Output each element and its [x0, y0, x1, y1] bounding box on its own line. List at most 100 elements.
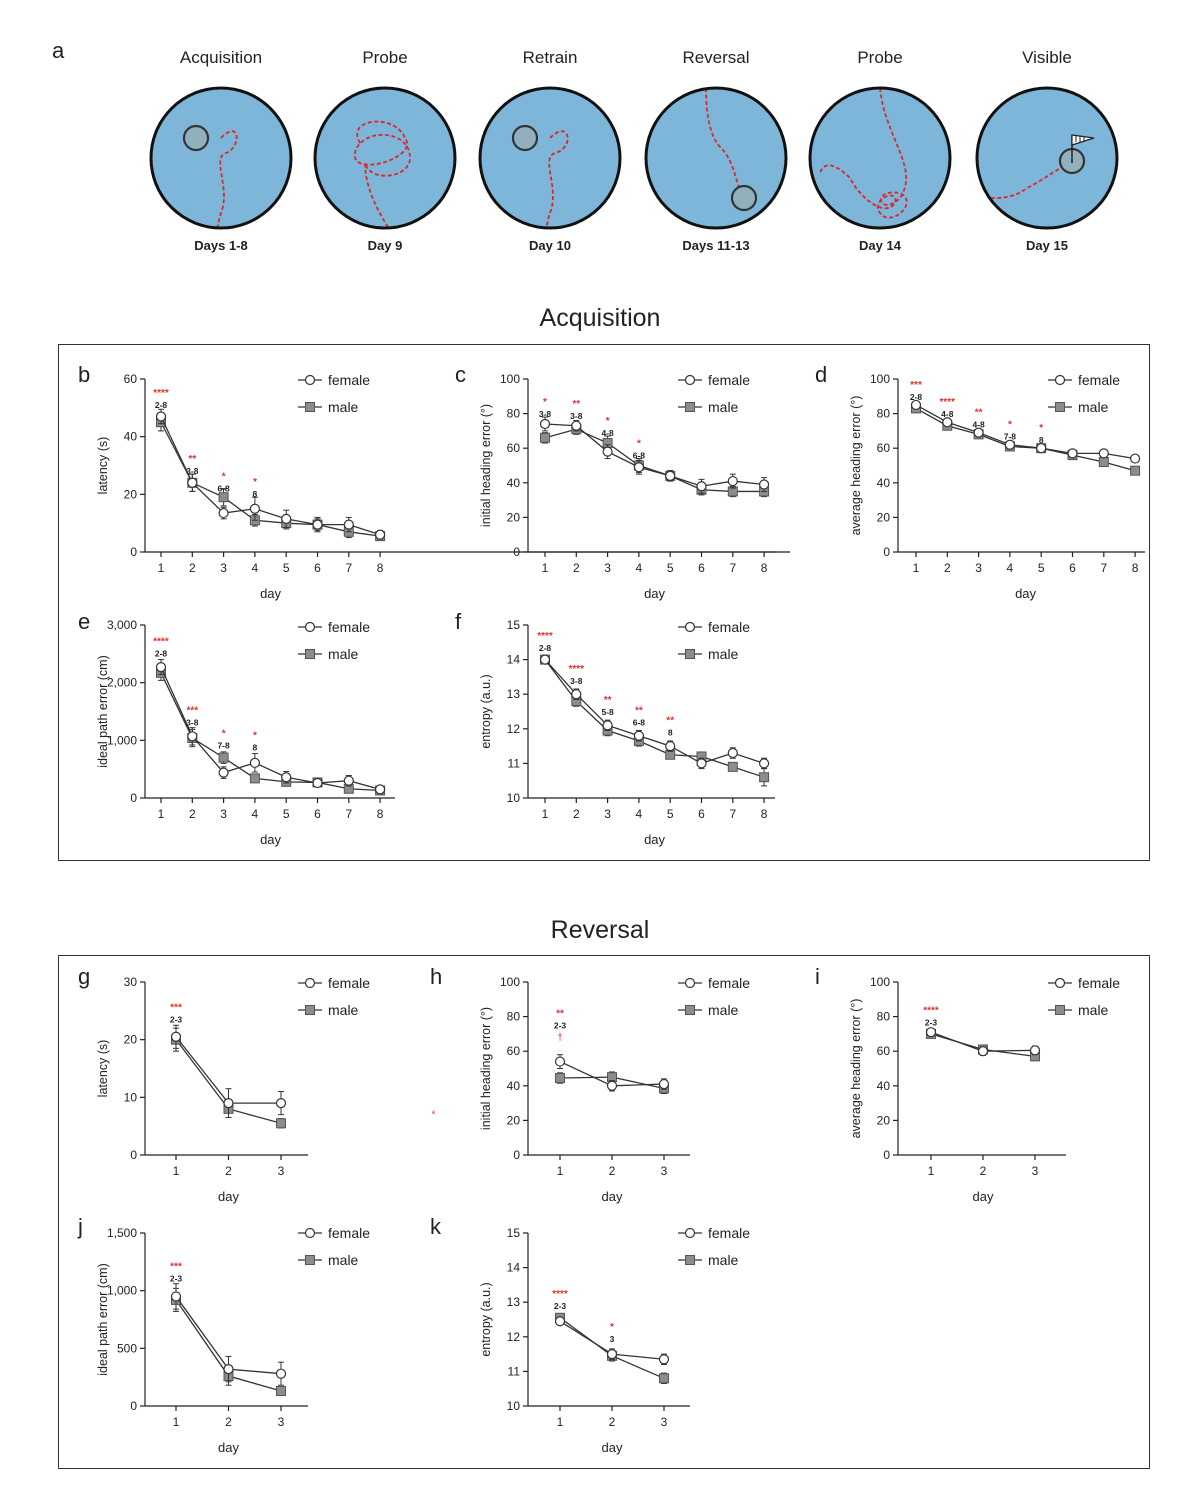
y-tick-label: 20 [124, 1033, 138, 1047]
panel-letter-i: i [815, 964, 820, 989]
x-tick-label: 1 [557, 1164, 564, 1178]
y-tick-label: 80 [507, 407, 521, 421]
significance-mark: **** [552, 1289, 568, 1300]
legend-marker-male [685, 1255, 695, 1265]
data-point-female [170, 1291, 182, 1302]
significance-mark: * [253, 731, 257, 742]
maze-pool-5 [808, 86, 952, 230]
data-point-female [571, 420, 582, 431]
series-line-male [160, 672, 381, 792]
y-tick-label: 60 [877, 441, 891, 455]
x-tick-label: 2 [225, 1164, 232, 1178]
x-axis-label: day [602, 1440, 623, 1455]
y-tick-label: 60 [877, 1044, 891, 1058]
y-tick-label: 30 [124, 975, 138, 989]
significance-mark: * [253, 477, 257, 488]
y-tick-label: 60 [124, 372, 138, 386]
range-label: 3-8 [539, 409, 552, 419]
x-tick-label: 5 [283, 561, 290, 575]
x-axis-label: day [218, 1189, 239, 1204]
legend-label-male: male [708, 399, 739, 415]
range-label: 7-8 [217, 740, 230, 750]
y-tick-label: 1,000 [107, 733, 137, 747]
x-axis-label: day [218, 1440, 239, 1455]
x-axis-label: day [602, 1189, 623, 1204]
legend-marker-female [304, 1227, 316, 1239]
data-point-male [727, 761, 738, 772]
x-tick-label: 6 [314, 561, 321, 575]
x-tick-label: 8 [761, 561, 768, 575]
y-tick-label: 13 [507, 1295, 521, 1309]
x-tick-label: 4 [636, 561, 643, 575]
legend-marker-male [305, 1005, 315, 1015]
range-label: 3-8 [570, 676, 583, 686]
acquisition-frame [58, 344, 1150, 861]
data-point-female [758, 758, 770, 769]
data-point-female [539, 418, 551, 430]
y-tick-label: 11 [508, 1364, 521, 1378]
range-label: 4-8 [972, 419, 985, 429]
data-point-female [343, 519, 354, 530]
data-point-female [155, 661, 167, 673]
section-title-reversal: Reversal [550, 916, 650, 944]
data-point-female [343, 775, 354, 786]
legend-label-female: female [1078, 975, 1120, 991]
x-tick-label: 2 [573, 561, 580, 575]
significance-mark: ** [975, 407, 983, 418]
x-tick-label: 2 [189, 561, 196, 575]
legend-label-female: female [708, 1225, 750, 1241]
y-axis-label: ideal path error (cm) [96, 655, 110, 768]
data-point-female [249, 757, 260, 768]
x-tick-label: 2 [225, 1415, 232, 1429]
data-point-female [554, 1316, 566, 1327]
data-point-female [910, 399, 922, 411]
maze-title-2: Probe [362, 48, 408, 67]
legend-marker-female [684, 621, 696, 633]
y-tick-label: 60 [507, 441, 521, 455]
data-point-male [555, 1073, 565, 1084]
x-tick-label: 4 [252, 807, 259, 821]
x-tick-label: 6 [314, 807, 321, 821]
flag-icon [1071, 134, 1095, 146]
significance-mark: * [543, 397, 547, 408]
x-axis-label: day [644, 832, 665, 847]
x-tick-label: 7 [729, 807, 736, 821]
series-line-male [544, 428, 765, 493]
y-axis-label: ideal path error (cm) [96, 1263, 110, 1376]
data-point-male [1130, 465, 1141, 476]
swim-path [705, 88, 745, 199]
range-label: 4-8 [941, 409, 954, 419]
series-line-female [544, 659, 765, 765]
maze-day-1: Days 1-8 [194, 238, 248, 253]
pool-circle [977, 88, 1117, 228]
y-tick-label: 10 [507, 1399, 521, 1413]
range-label: 3-8 [186, 717, 199, 727]
y-tick-label: 100 [500, 372, 520, 386]
x-tick-label: 1 [173, 1164, 180, 1178]
data-point-female [727, 747, 738, 759]
range-label: 8 [253, 743, 258, 753]
swim-path [819, 88, 908, 219]
y-tick-label: 80 [507, 1010, 521, 1024]
significance-mark: ** [604, 695, 612, 706]
x-axis-label: day [260, 832, 281, 847]
legend-marker-male [1055, 402, 1065, 412]
data-point-female [223, 1097, 234, 1109]
significance-mark: * [222, 728, 226, 739]
data-point-female [218, 507, 229, 519]
section-title-acquisition: Acquisition [539, 304, 661, 332]
range-label: 6-8 [217, 483, 230, 493]
data-point-female [696, 758, 707, 769]
data-point-female [1029, 1045, 1041, 1056]
data-point-female [539, 654, 551, 665]
x-axis-label: day [973, 1189, 994, 1204]
x-tick-label: 3 [1032, 1164, 1039, 1178]
y-tick-label: 12 [507, 1330, 521, 1344]
legend-marker-female [304, 977, 316, 989]
data-point-female [155, 411, 167, 422]
maze-pool-2 [313, 86, 457, 230]
range-label: 2-3 [170, 1014, 183, 1024]
y-tick-label: 2,000 [107, 676, 137, 690]
y-tick-label: 0 [130, 1399, 137, 1413]
